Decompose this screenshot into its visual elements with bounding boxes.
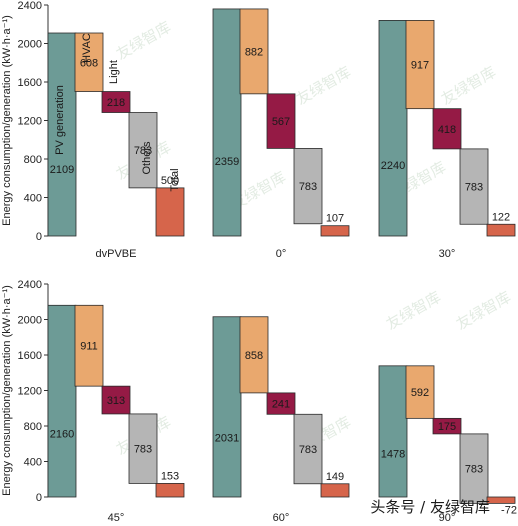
bar-hvac bbox=[405, 19, 435, 110]
bg-watermark-text: 友绿智库 bbox=[453, 288, 514, 334]
data-label: 592 bbox=[411, 387, 429, 399]
y-tick-label: 2000 bbox=[18, 315, 42, 327]
data-label: 783 bbox=[465, 182, 483, 194]
group-label: dvPVBE bbox=[96, 248, 137, 260]
bar-pv-generation bbox=[378, 19, 408, 237]
y-tick-label: 800 bbox=[24, 421, 42, 433]
bar-others bbox=[459, 433, 489, 504]
y-axis-label: Energy consumption/generation (kW·h·a⁻¹) bbox=[1, 15, 13, 226]
category-label: Light bbox=[108, 60, 120, 84]
data-label: 313 bbox=[107, 395, 125, 407]
data-label: 149 bbox=[326, 471, 344, 483]
bar-pv-generation bbox=[378, 365, 408, 498]
category-label: Total bbox=[169, 168, 181, 191]
data-label: 175 bbox=[438, 421, 456, 433]
y-tick-label: 400 bbox=[24, 457, 42, 469]
data-label: 241 bbox=[272, 399, 290, 411]
bar-light bbox=[432, 417, 462, 435]
bar-hvac bbox=[74, 304, 104, 387]
data-label: 917 bbox=[411, 60, 429, 72]
bar-light bbox=[101, 385, 131, 415]
y-axis-label: Energy consumption/generation (kW·h·a⁻¹) bbox=[1, 285, 13, 496]
y-tick-label: 400 bbox=[24, 193, 42, 205]
category-label: Others bbox=[141, 141, 153, 175]
group-label: 45° bbox=[108, 512, 125, 524]
group-label: 30° bbox=[439, 248, 456, 260]
bar-others bbox=[128, 112, 158, 189]
group-label: 0° bbox=[276, 248, 287, 260]
watermark-text: 头条号 / 友绿智库 bbox=[370, 498, 490, 516]
y-tick-label: 0 bbox=[36, 492, 42, 504]
data-label: 783 bbox=[134, 444, 152, 456]
category-label: PV generation bbox=[54, 85, 66, 155]
y-tick-label: 0 bbox=[36, 231, 42, 243]
bar-hvac bbox=[74, 32, 104, 92]
data-label: 567 bbox=[272, 116, 290, 128]
data-label: 783 bbox=[465, 464, 483, 476]
data-label: 911 bbox=[80, 341, 98, 353]
bar-total bbox=[320, 483, 350, 498]
data-label: 2240 bbox=[381, 160, 405, 172]
y-tick-label: 1600 bbox=[18, 77, 42, 89]
bar-pv-generation bbox=[47, 304, 77, 498]
bar-total bbox=[320, 225, 350, 237]
bg-watermark-text: 友绿智库 bbox=[438, 63, 499, 109]
bar-total bbox=[155, 187, 185, 237]
data-label: 418 bbox=[438, 124, 456, 136]
bar-pv-generation bbox=[212, 316, 242, 498]
data-label: -72 bbox=[501, 504, 517, 516]
group-label: 90° bbox=[439, 512, 456, 524]
bar-hvac bbox=[239, 8, 269, 95]
bar-others bbox=[293, 148, 323, 225]
y-tick-label: 800 bbox=[24, 154, 42, 166]
data-label: 2160 bbox=[50, 429, 74, 441]
bar-others bbox=[128, 413, 158, 484]
bar-light bbox=[101, 91, 131, 113]
category-label: HVAC bbox=[81, 33, 93, 63]
group-label: 60° bbox=[273, 512, 290, 524]
bg-watermark-text: 友绿智库 bbox=[113, 18, 174, 64]
data-label: 783 bbox=[299, 181, 317, 193]
bar-hvac bbox=[405, 365, 435, 419]
y-tick-label: 1200 bbox=[18, 386, 42, 398]
bar-total bbox=[155, 483, 185, 498]
bar-others bbox=[293, 413, 323, 485]
data-label: 2031 bbox=[215, 433, 239, 445]
y-tick-label: 2400 bbox=[18, 279, 42, 291]
y-tick-label: 1600 bbox=[18, 350, 42, 362]
bar-hvac bbox=[239, 316, 269, 394]
data-label: 858 bbox=[245, 350, 263, 362]
bar-total bbox=[486, 496, 516, 504]
bg-watermark-text: 友绿智库 bbox=[383, 288, 444, 334]
data-label: 1478 bbox=[381, 449, 405, 461]
data-label: 500 bbox=[161, 175, 179, 187]
data-label: 218 bbox=[107, 97, 125, 109]
bar-light bbox=[266, 392, 296, 415]
data-label: 608 bbox=[80, 57, 98, 69]
bar-light bbox=[266, 93, 296, 149]
data-label: 2359 bbox=[215, 156, 239, 168]
bg-watermark-text: 友绿智库 bbox=[293, 63, 354, 109]
data-label: 783 bbox=[299, 444, 317, 456]
bar-light bbox=[432, 108, 462, 150]
bar-pv-generation bbox=[47, 32, 77, 237]
y-tick-label: 1200 bbox=[18, 116, 42, 128]
data-label: 122 bbox=[492, 211, 510, 223]
data-label: 153 bbox=[161, 470, 179, 482]
data-label: 107 bbox=[326, 213, 344, 225]
y-tick-label: 2000 bbox=[18, 39, 42, 51]
data-label: 882 bbox=[245, 46, 263, 58]
bar-total bbox=[486, 223, 516, 237]
bar-pv-generation bbox=[212, 8, 242, 237]
y-tick-label: 2400 bbox=[18, 0, 42, 12]
data-label: 2109 bbox=[50, 164, 74, 176]
data-label: 783 bbox=[134, 145, 152, 157]
bar-others bbox=[459, 148, 489, 225]
